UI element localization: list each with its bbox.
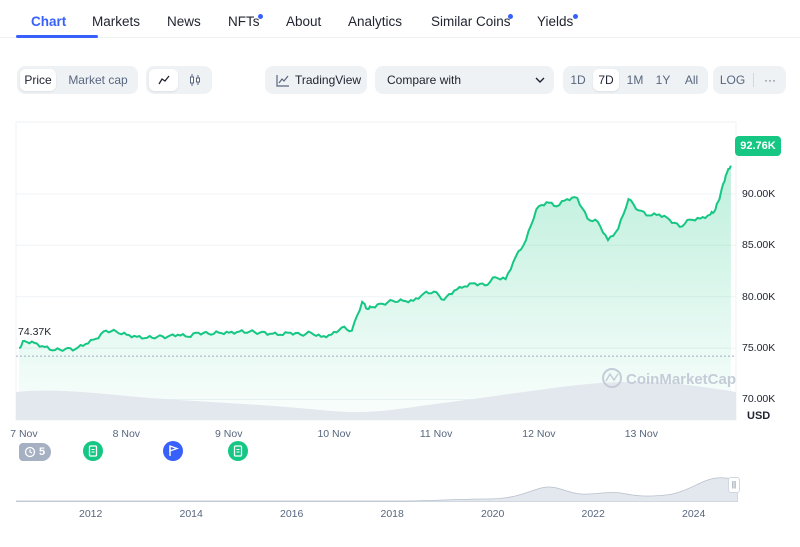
tradingview-icon [276,75,289,87]
navigator-year-label: 2012 [79,508,103,520]
tab-yields[interactable]: Yields [537,14,574,29]
tab-markets[interactable]: Markets [92,14,141,29]
log-scale-button[interactable]: LOG [719,73,746,87]
compare-with-dropdown[interactable]: Compare with [375,66,554,94]
document-icon [88,445,98,457]
x-axis-tick-label: 7 Nov [10,428,38,440]
y-axis-tick-label: 90.00K [742,187,776,200]
y-axis-tick-label: 70.00K [742,393,776,406]
new-indicator-dot [573,14,578,19]
time-range-selector: 1D 7D 1M 1Y All [563,66,708,94]
range-7d-button[interactable]: 7D [593,69,619,91]
chart-type-toggle [146,66,212,94]
range-1y-button[interactable]: 1Y [655,73,671,87]
navigator-year-label: 2024 [682,508,706,520]
chevron-down-icon [535,77,545,83]
chart-frame [15,121,737,421]
navigator-history-area [16,477,738,502]
y-axis-tick-label: 85.00K [742,239,776,252]
range-navigator[interactable] [16,466,738,502]
tab-chart[interactable]: Chart [31,14,67,29]
more-options-button[interactable]: ··· [764,73,776,87]
market-cap-toggle-button[interactable]: Market cap [68,73,128,87]
events-count: 5 [39,446,46,458]
new-indicator-dot [508,14,513,19]
compare-with-label: Compare with [387,73,462,87]
y-axis-tick-label: 75.00K [742,342,776,355]
tab-bar: Chart Markets News NFTs About Analytics … [0,0,800,38]
tab-similar-coins[interactable]: Similar Coins [431,14,511,29]
history-icon [24,446,36,458]
x-axis-tick-label: 8 Nov [112,428,141,440]
price-toggle-button[interactable]: Price [20,69,56,91]
coinmarketcap-watermark: CoinMarketCap [602,368,736,388]
event-marker-flag[interactable] [163,441,183,461]
candlestick-icon [189,74,200,86]
divider [753,73,754,87]
tradingview-button[interactable]: TradingView [265,66,367,94]
event-marker-document[interactable] [228,441,248,461]
tab-analytics[interactable]: Analytics [348,14,403,29]
low-price-label: 74.37K [18,326,52,338]
x-axis-tick-label: 12 Nov [522,428,556,440]
line-chart-button[interactable] [149,69,178,91]
tradingview-label: TradingView [295,73,362,87]
x-axis-tick-label: 11 Nov [419,428,453,440]
grid-lines [16,193,736,400]
x-axis-tick-label: 9 Nov [215,428,243,440]
price-area [19,165,731,420]
price-line [18,165,732,353]
x-axis-tick-label: 10 Nov [317,428,351,440]
tab-nfts[interactable]: NFTs [228,14,260,29]
navigator-year-label: 2020 [481,508,505,520]
flag-icon [169,445,179,456]
current-price-badge: 92.76K [735,136,781,156]
navigator-handle[interactable]: || [728,477,740,493]
range-all-button[interactable]: All [684,73,699,87]
navigator-year-label: 2016 [280,508,304,520]
tab-news[interactable]: News [167,14,201,29]
active-tab-underline [16,35,98,38]
chart-options: LOG ··· [713,66,786,94]
events-history-badge[interactable]: 5 [19,443,51,461]
navigator-year-label: 2022 [581,508,605,520]
currency-label: USD [747,410,771,422]
range-1m-button[interactable]: 1M [626,73,644,87]
y-axis-tick-label: 80.00K [742,290,776,303]
tab-about[interactable]: About [286,14,322,29]
line-chart-icon [157,75,170,85]
watermark-text: CoinMarketCap [626,371,736,388]
event-marker-document[interactable] [83,441,103,461]
range-1d-button[interactable]: 1D [570,73,586,87]
candlestick-chart-button[interactable] [180,69,209,91]
new-indicator-dot [258,14,263,19]
price-marketcap-toggle: Price Market cap [17,66,138,94]
volume-area [16,381,736,420]
navigator-year-label: 2018 [380,508,404,520]
document-icon [233,445,243,457]
x-axis-tick-label: 13 Nov [624,428,658,440]
navigator-year-label: 2014 [179,508,203,520]
